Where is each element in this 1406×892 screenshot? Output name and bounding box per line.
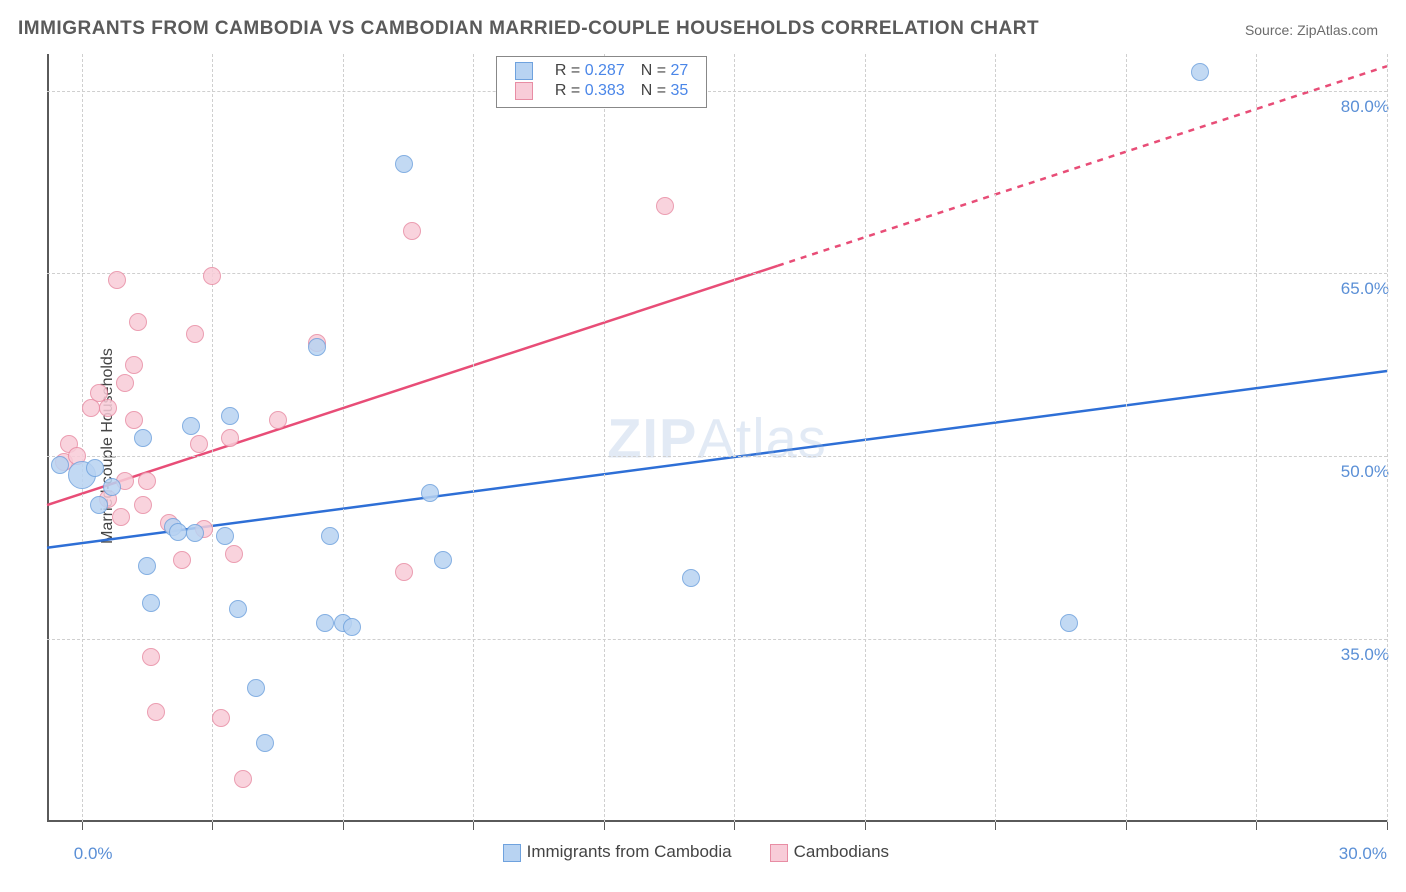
- x-tick: [995, 822, 996, 830]
- vertical-gridline: [1387, 54, 1388, 822]
- x-tick: [1387, 822, 1388, 830]
- scatter-point: [247, 679, 265, 697]
- y-tick-label: 35.0%: [1341, 645, 1389, 665]
- vertical-gridline: [604, 54, 605, 822]
- vertical-gridline: [1256, 54, 1257, 822]
- scatter-point: [99, 399, 117, 417]
- scatter-point: [234, 770, 252, 788]
- x-tick: [604, 822, 605, 830]
- legend-correlation-box: R = 0.287N = 27R = 0.383N = 35: [496, 56, 707, 108]
- x-tick: [212, 822, 213, 830]
- horizontal-gridline: [47, 456, 1387, 457]
- scatter-point: [142, 594, 160, 612]
- y-tick-label: 80.0%: [1341, 97, 1389, 117]
- vertical-gridline: [212, 54, 213, 822]
- scatter-point: [343, 618, 361, 636]
- scatter-point: [1191, 63, 1209, 81]
- scatter-point: [134, 429, 152, 447]
- scatter-point: [147, 703, 165, 721]
- scatter-point: [1060, 614, 1078, 632]
- scatter-point: [269, 411, 287, 429]
- legend-bottom: Immigrants from Cambodia Cambodians: [503, 842, 927, 862]
- scatter-point: [173, 551, 191, 569]
- scatter-point: [321, 527, 339, 545]
- y-tick-label: 50.0%: [1341, 462, 1389, 482]
- scatter-point: [256, 734, 274, 752]
- vertical-gridline: [1126, 54, 1127, 822]
- x-tick: [734, 822, 735, 830]
- scatter-point: [103, 478, 121, 496]
- scatter-point: [169, 523, 187, 541]
- scatter-point: [125, 356, 143, 374]
- scatter-point: [221, 407, 239, 425]
- scatter-point: [186, 325, 204, 343]
- scatter-point: [125, 411, 143, 429]
- legend-item: Immigrants from Cambodia: [503, 842, 732, 862]
- plot-area: ZIPAtlas 35.0%50.0%65.0%80.0%0.0%30.0%R …: [47, 54, 1387, 822]
- trend-line-dashed: [778, 66, 1387, 265]
- scatter-point: [186, 524, 204, 542]
- scatter-point: [134, 496, 152, 514]
- watermark: ZIPAtlas: [607, 406, 827, 471]
- x-tick: [82, 822, 83, 830]
- scatter-point: [116, 374, 134, 392]
- scatter-point: [90, 496, 108, 514]
- x-tick: [865, 822, 866, 830]
- vertical-gridline: [734, 54, 735, 822]
- scatter-point: [182, 417, 200, 435]
- scatter-point: [190, 435, 208, 453]
- chart-title: IMMIGRANTS FROM CAMBODIA VS CAMBODIAN MA…: [18, 18, 1039, 40]
- scatter-point: [216, 527, 234, 545]
- scatter-point: [682, 569, 700, 587]
- scatter-point: [434, 551, 452, 569]
- scatter-point: [221, 429, 239, 447]
- x-tick: [343, 822, 344, 830]
- scatter-point: [403, 222, 421, 240]
- horizontal-gridline: [47, 91, 1387, 92]
- vertical-gridline: [473, 54, 474, 822]
- scatter-point: [129, 313, 147, 331]
- scatter-point: [108, 271, 126, 289]
- vertical-gridline: [343, 54, 344, 822]
- horizontal-gridline: [47, 273, 1387, 274]
- scatter-point: [656, 197, 674, 215]
- scatter-point: [395, 155, 413, 173]
- vertical-gridline: [995, 54, 996, 822]
- y-tick-label: 65.0%: [1341, 279, 1389, 299]
- scatter-point: [51, 456, 69, 474]
- legend-item: Cambodians: [770, 842, 889, 862]
- source-label: Source: ZipAtlas.com: [1245, 22, 1378, 38]
- x-tick-label: 30.0%: [1339, 844, 1387, 864]
- scatter-point: [225, 545, 243, 563]
- scatter-point: [138, 472, 156, 490]
- scatter-point: [308, 338, 326, 356]
- scatter-point: [86, 459, 104, 477]
- scatter-point: [212, 709, 230, 727]
- scatter-point: [142, 648, 160, 666]
- scatter-point: [138, 557, 156, 575]
- scatter-point: [112, 508, 130, 526]
- scatter-point: [395, 563, 413, 581]
- vertical-gridline: [82, 54, 83, 822]
- scatter-point: [203, 267, 221, 285]
- scatter-point: [229, 600, 247, 618]
- x-tick: [1126, 822, 1127, 830]
- x-tick-label: 0.0%: [74, 844, 113, 864]
- vertical-gridline: [865, 54, 866, 822]
- chart-container: IMMIGRANTS FROM CAMBODIA VS CAMBODIAN MA…: [0, 0, 1406, 892]
- x-tick: [473, 822, 474, 830]
- scatter-point: [316, 614, 334, 632]
- horizontal-gridline: [47, 639, 1387, 640]
- x-tick: [1256, 822, 1257, 830]
- scatter-point: [421, 484, 439, 502]
